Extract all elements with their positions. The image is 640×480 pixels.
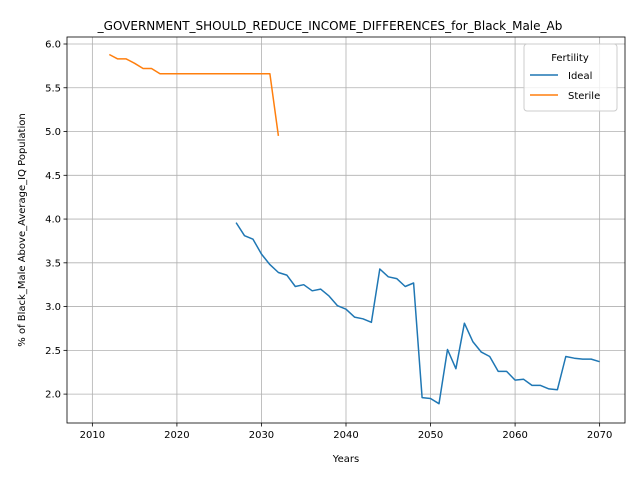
x-tick-label: 2070 bbox=[587, 430, 612, 441]
y-tick-label: 4.0 bbox=[45, 215, 61, 226]
y-tick-label: 6.0 bbox=[45, 40, 61, 51]
y-tick-label: 3.0 bbox=[45, 302, 61, 313]
legend-title: Fertility bbox=[551, 53, 589, 64]
x-tick-label: 2010 bbox=[80, 430, 105, 441]
x-tick-label: 2040 bbox=[333, 430, 358, 441]
y-tick-label: 3.5 bbox=[45, 258, 61, 269]
grid-lines bbox=[67, 37, 625, 423]
series-line-sterile bbox=[108, 53, 280, 137]
series-layer bbox=[108, 53, 600, 405]
legend: Fertility Ideal Sterile bbox=[523, 43, 618, 112]
y-tick-label: 4.5 bbox=[45, 171, 61, 182]
legend-label-sterile: Sterile bbox=[568, 91, 600, 102]
x-axis-label: Years bbox=[332, 454, 359, 465]
x-tick-label: 2060 bbox=[502, 430, 527, 441]
series-line-ideal bbox=[235, 222, 600, 405]
y-tick-label: 2.0 bbox=[45, 390, 61, 401]
legend-label-ideal: Ideal bbox=[568, 71, 592, 82]
y-tick-label: 5.5 bbox=[45, 83, 61, 94]
x-tick-label: 2020 bbox=[164, 430, 189, 441]
chart-title: _GOVERNMENT_SHOULD_REDUCE_INCOME_DIFFERE… bbox=[97, 19, 563, 33]
x-tick-label: 2030 bbox=[249, 430, 274, 441]
y-tick-label: 2.5 bbox=[45, 346, 61, 357]
y-axis-label: % of Black_Male Above_Average_IQ Populat… bbox=[17, 113, 28, 346]
x-tick-label: 2050 bbox=[418, 430, 443, 441]
y-tick-label: 5.0 bbox=[45, 127, 61, 138]
axis-ticks: 2010 2020 2030 2040 2050 2060 2070 2.0 2.5 3.0 3.5… bbox=[45, 40, 612, 441]
